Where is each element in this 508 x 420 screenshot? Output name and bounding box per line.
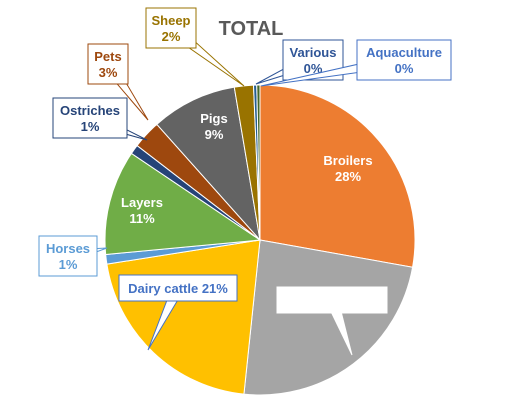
data-label-name: Pigs xyxy=(200,111,227,126)
chart-title: TOTAL xyxy=(219,18,284,40)
data-label-name: Aquaculture xyxy=(366,45,442,60)
pie-slice-broilers xyxy=(259,84,416,268)
pie-slice-dairy-cattle xyxy=(106,239,261,395)
callout-box xyxy=(356,39,452,81)
data-label-name: Ostriches xyxy=(60,103,120,118)
data-label-value: 28% xyxy=(335,169,361,184)
pie-slice-aquaculture xyxy=(256,84,261,241)
data-label-dairy-cattle: Dairy cattle 21% xyxy=(118,274,238,351)
data-label-value: Beef cattle 24% xyxy=(284,293,380,308)
data-label-beef-cattle: Beef cattle 24% xyxy=(276,286,388,356)
data-label-value: 2% xyxy=(162,29,181,44)
pie-slices xyxy=(104,84,416,396)
callout-box xyxy=(118,274,238,302)
data-label-name: Horses xyxy=(46,241,90,256)
data-label-value: Dairy cattle 21% xyxy=(128,281,228,296)
data-label-value: 0% xyxy=(395,61,414,76)
pie-slice-layers xyxy=(104,152,262,256)
data-label-value: 1% xyxy=(81,119,100,134)
pie-slice-pigs xyxy=(156,86,261,242)
data-label-value: 0% xyxy=(304,61,323,76)
callout-box xyxy=(276,286,388,314)
data-label-name: Various xyxy=(290,45,337,60)
data-label-name: Layers xyxy=(121,195,163,210)
callout-box xyxy=(87,43,129,85)
callout-box xyxy=(52,97,128,139)
data-label-name: Pets xyxy=(94,49,121,64)
pie-slice-beef-cattle xyxy=(243,239,414,396)
callout-box xyxy=(38,235,98,277)
callout-box xyxy=(145,7,197,49)
data-label-name: Sheep xyxy=(151,13,190,28)
data-label-value: 1% xyxy=(59,257,78,272)
data-label-value: 9% xyxy=(205,127,224,142)
data-label-value: 3% xyxy=(99,65,118,80)
data-label-name: Broilers xyxy=(323,153,372,168)
data-label-value: 11% xyxy=(129,211,155,226)
